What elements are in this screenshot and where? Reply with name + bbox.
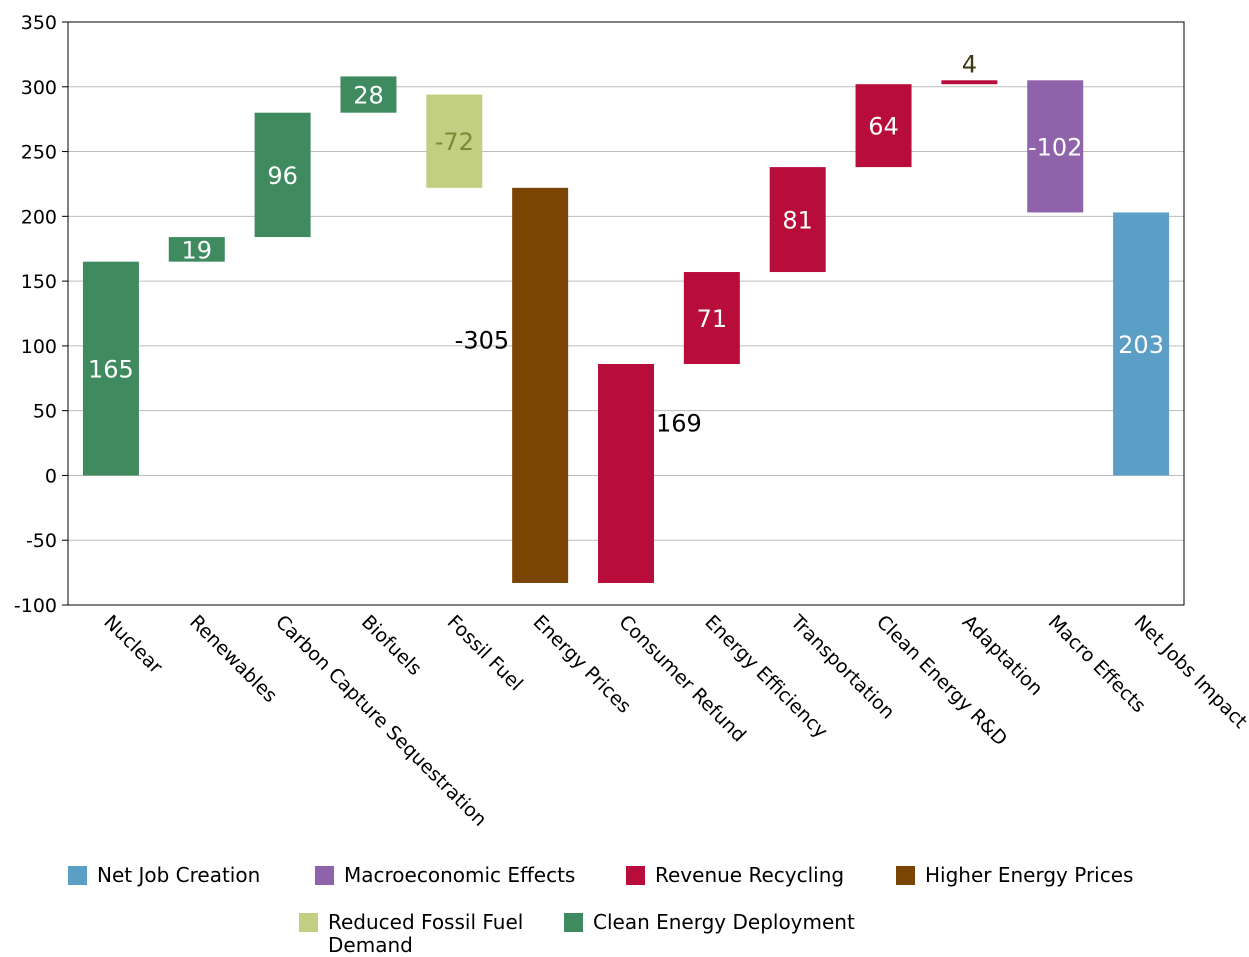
x-tick-label: Net Jobs Impact bbox=[1130, 611, 1249, 733]
bar-net-jobs-impact bbox=[1113, 212, 1170, 476]
bar-carbon-capture-sequestration bbox=[254, 112, 311, 238]
y-tick-label: -50 bbox=[26, 530, 57, 552]
data-label: 64 bbox=[868, 113, 899, 141]
y-axis: -100 -50 0 50 100 150 200 250 300 350 bbox=[14, 12, 1185, 617]
bar-adaptation bbox=[941, 80, 998, 85]
x-tick-label: Biofuels bbox=[357, 611, 426, 680]
y-tick-label: 250 bbox=[21, 142, 57, 164]
data-label: 4 bbox=[962, 50, 977, 78]
data-label: 28 bbox=[353, 82, 384, 110]
data-label: 81 bbox=[782, 207, 813, 235]
bar-renewables bbox=[168, 237, 225, 262]
data-label: 169 bbox=[656, 410, 702, 438]
x-tick-label: Adaptation bbox=[958, 611, 1047, 700]
data-label: -72 bbox=[435, 128, 474, 156]
y-tick-label: 150 bbox=[21, 271, 57, 293]
y-tick-label: 350 bbox=[21, 12, 57, 34]
bar-clean-energy-randd bbox=[855, 84, 912, 168]
data-label: 96 bbox=[267, 162, 298, 190]
y-tick-label: 100 bbox=[21, 336, 57, 358]
bar-macro-effects bbox=[1027, 80, 1084, 213]
bar-consumer-refund bbox=[598, 364, 654, 583]
bars bbox=[82, 76, 1170, 583]
bar-energy-efficiency bbox=[683, 272, 740, 365]
x-tick-label: Nuclear bbox=[99, 611, 166, 678]
y-tick-label: 200 bbox=[21, 206, 57, 228]
y-tick-label: 0 bbox=[45, 465, 57, 487]
bar-fossil-fuel bbox=[426, 94, 483, 188]
plot-frame bbox=[67, 21, 1185, 606]
data-label: 71 bbox=[697, 305, 728, 333]
y-tick-label: 300 bbox=[21, 77, 57, 99]
y-tick-label: 50 bbox=[33, 401, 57, 423]
data-label: 19 bbox=[181, 236, 212, 264]
data-label: 203 bbox=[1118, 331, 1164, 359]
bar-energy-prices bbox=[512, 187, 569, 583]
data-label: 165 bbox=[88, 356, 134, 384]
bar-biofuels bbox=[340, 76, 397, 113]
y-tick-label: -100 bbox=[14, 595, 57, 617]
data-label: -102 bbox=[1028, 133, 1082, 161]
data-label: -305 bbox=[455, 327, 509, 355]
x-tick-label: Renewables bbox=[185, 611, 281, 707]
data-labels: 165 19 96 28 -72 -305 169 71 81 64 4 -102 203 bbox=[88, 50, 1164, 437]
bar-transportation bbox=[769, 167, 826, 273]
bar-nuclear bbox=[82, 261, 139, 476]
x-tick-label: Fossil Fuel bbox=[443, 611, 527, 695]
